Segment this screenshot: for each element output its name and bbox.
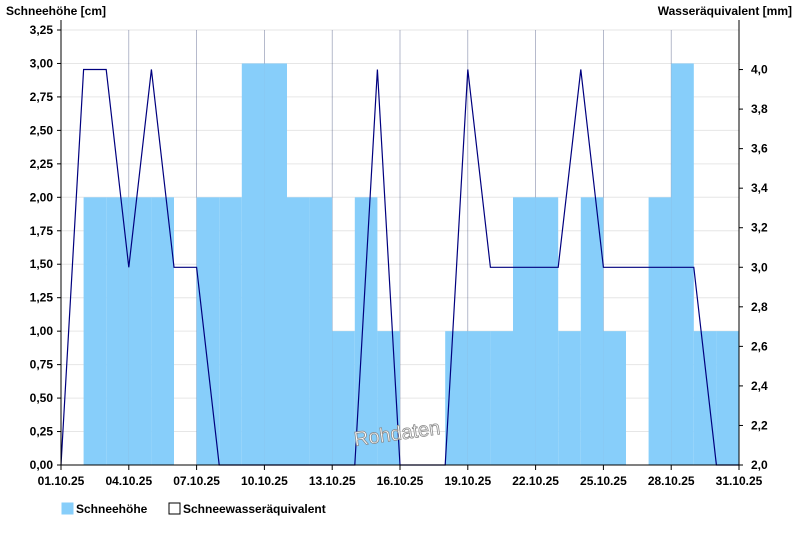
bar-schneehoehe [467,331,491,465]
bar-schneehoehe [603,331,626,465]
bar-schneehoehe [287,197,310,466]
x-tick-label: 07.10.25 [173,474,220,488]
x-tick-label: 01.10.25 [38,474,85,488]
x-tick-label: 25.10.25 [580,474,627,488]
bar-schneehoehe [196,197,220,466]
y-tick-left-label: 0,25 [30,425,54,439]
y-tick-left-label: 1,00 [30,324,54,338]
y-tick-right-label: 3,0 [751,260,768,274]
bar-schneehoehe [716,331,739,465]
bar-layer [83,63,739,466]
y-tick-right-label: 2,4 [751,379,768,393]
bar-schneehoehe [558,331,581,465]
legend-label: Schneewasseräquivalent [183,502,326,516]
x-tick-label: 10.10.25 [241,474,288,488]
y-tick-left-label: 1,50 [30,257,54,271]
x-tick-label: 22.10.25 [512,474,559,488]
y-tick-left-label: 0,50 [30,391,54,405]
legend-label: Schneehöhe [76,502,148,516]
y-tick-left-label: 3,25 [30,23,54,37]
y-tick-left-label: 2,25 [30,157,54,171]
y-tick-right-label: 2,8 [751,300,768,314]
bar-schneehoehe [83,197,107,466]
bar-schneehoehe [513,197,536,466]
y-axis-left-title: Schneehöhe [cm] [6,4,106,18]
x-tick-label: 19.10.25 [444,474,491,488]
bar-schneehoehe [535,197,559,466]
bar-schneehoehe [648,197,672,466]
x-tick-label: 28.10.25 [648,474,695,488]
y-tick-left-label: 0,00 [30,458,54,472]
y-tick-right-label: 3,8 [751,102,768,116]
bar-schneehoehe [671,63,694,465]
bar-schneehoehe [580,197,604,466]
x-tick-label: 16.10.25 [377,474,424,488]
bar-schneehoehe [219,197,242,466]
y-tick-right-label: 2,0 [751,458,768,472]
bar-schneehoehe [309,197,333,466]
y-tick-left-label: 2,75 [30,90,54,104]
bar-schneehoehe [264,63,287,465]
x-tick-label: 31.10.25 [716,474,763,488]
bar-schneehoehe [490,331,513,465]
bar-schneehoehe [332,331,355,465]
y-tick-right-label: 3,4 [751,181,768,195]
bar-schneehoehe [128,197,152,466]
y-tick-left-label: 1,75 [30,224,54,238]
x-tick-label: 04.10.25 [105,474,152,488]
bar-schneehoehe [693,331,717,465]
legend: Schneehöhe Schneewasseräquivalent [61,502,326,516]
y-tick-left-label: 1,25 [30,291,54,305]
axis-layer: 0,00 0,25 0,50 0,75 1,00 1,25 1,50 1,75 2,00 2,25… [30,20,768,488]
y-tick-left-label: 0,75 [30,358,54,372]
legend-swatch [61,502,74,515]
y-tick-right-label: 2,2 [751,418,768,432]
bar-schneehoehe [106,197,129,466]
y-axis-right-title: Wasseräquivalent [mm] [658,4,792,18]
y-tick-right-label: 4,0 [751,63,768,77]
x-tick-label: 13.10.25 [309,474,356,488]
legend-swatch [168,502,181,515]
y-tick-right-label: 3,6 [751,142,768,156]
y-tick-right-label: 3,2 [751,221,768,235]
y-tick-left-label: 3,00 [30,56,54,70]
bar-schneehoehe [354,197,378,466]
y-tick-left-label: 2,00 [30,190,54,204]
y-tick-right-label: 2,6 [751,339,768,353]
bar-schneehoehe [151,197,174,466]
y-tick-left-label: 2,50 [30,123,54,137]
bar-schneehoehe [241,63,265,465]
